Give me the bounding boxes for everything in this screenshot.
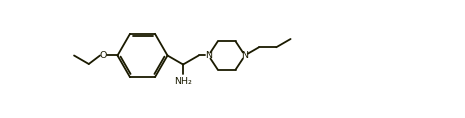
Text: N: N	[205, 51, 212, 60]
Text: N: N	[241, 51, 248, 60]
Text: NH₂: NH₂	[174, 78, 192, 86]
Text: O: O	[100, 51, 107, 60]
